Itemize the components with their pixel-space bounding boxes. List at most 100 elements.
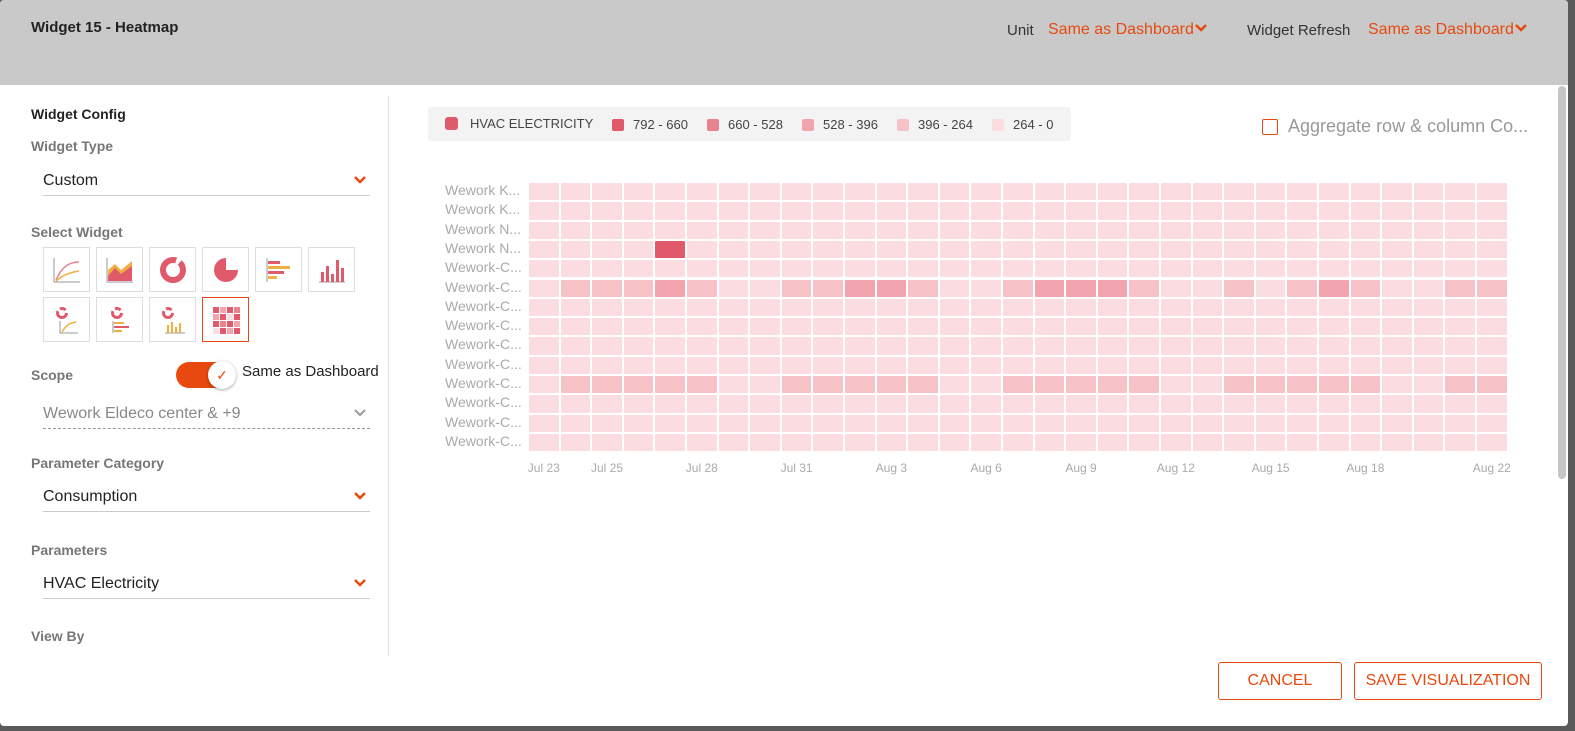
heatmap-cell[interactable]: [908, 279, 938, 297]
horizontal-bar-chart-button[interactable]: [255, 247, 302, 292]
heatmap-cell[interactable]: [1066, 395, 1096, 413]
donut-chart-button[interactable]: [149, 247, 196, 292]
heatmap-cell[interactable]: [687, 221, 717, 239]
heatmap-cell[interactable]: [592, 318, 622, 336]
heatmap-cell[interactable]: [1224, 221, 1254, 239]
heatmap-cell[interactable]: [1003, 183, 1033, 201]
heatmap-cell[interactable]: [1287, 298, 1317, 317]
heatmap-cell[interactable]: [1382, 414, 1412, 432]
heatmap-cell[interactable]: [1382, 202, 1412, 220]
heatmap-cell[interactable]: [1161, 221, 1191, 239]
unit-dropdown[interactable]: Same as Dashboard: [1048, 21, 1194, 38]
heatmap-cell[interactable]: [1192, 414, 1223, 432]
heatmap-cell[interactable]: [1382, 298, 1412, 317]
heatmap-cell[interactable]: [1161, 240, 1191, 259]
heatmap-cell[interactable]: [845, 183, 875, 201]
heatmap-cell[interactable]: [1097, 298, 1128, 317]
heatmap-cell[interactable]: [971, 376, 1001, 394]
heatmap-cell[interactable]: [1129, 376, 1159, 394]
heatmap-cell[interactable]: [1319, 395, 1349, 413]
heatmap-cell[interactable]: [1224, 414, 1254, 432]
heatmap-cell[interactable]: [718, 318, 749, 336]
save-visualization-button[interactable]: SAVE VISUALIZATION: [1354, 662, 1542, 700]
heatmap-cell[interactable]: [845, 298, 875, 317]
heatmap-cell[interactable]: [1287, 433, 1317, 452]
heatmap-cell[interactable]: [592, 240, 622, 259]
heatmap-cell[interactable]: [1034, 395, 1065, 413]
heatmap-cell[interactable]: [908, 202, 938, 220]
heatmap-cell[interactable]: [592, 376, 622, 394]
heatmap-cell[interactable]: [655, 183, 685, 201]
heatmap-cell[interactable]: [718, 240, 749, 259]
heatmap-cell[interactable]: [718, 414, 749, 432]
heatmap-cell[interactable]: [1382, 260, 1412, 278]
heatmap-cell[interactable]: [1382, 279, 1412, 297]
heatmap-cell[interactable]: [655, 433, 685, 452]
heatmap-cell[interactable]: [1003, 318, 1033, 336]
heatmap-cell[interactable]: [813, 298, 843, 317]
heatmap-cell[interactable]: [1003, 240, 1033, 259]
heatmap-cell[interactable]: [1319, 433, 1349, 452]
heatmap-cell[interactable]: [655, 202, 685, 220]
heatmap-cell[interactable]: [876, 202, 907, 220]
heatmap-cell[interactable]: [1034, 221, 1065, 239]
heatmap-button[interactable]: [202, 297, 249, 342]
heatmap-cell[interactable]: [1445, 337, 1475, 355]
heatmap-cell[interactable]: [718, 279, 749, 297]
heatmap-cell[interactable]: [560, 433, 591, 452]
heatmap-cell[interactable]: [1097, 414, 1128, 432]
heatmap-cell[interactable]: [1034, 298, 1065, 317]
heatmap-cell[interactable]: [1350, 279, 1381, 297]
heatmap-cell[interactable]: [655, 279, 685, 297]
heatmap-cell[interactable]: [781, 221, 812, 239]
heatmap-cell[interactable]: [1477, 202, 1507, 220]
heatmap-cell[interactable]: [908, 414, 938, 432]
heatmap-cell[interactable]: [1255, 337, 1286, 355]
heatmap-cell[interactable]: [1255, 356, 1286, 374]
heatmap-cell[interactable]: [971, 337, 1001, 355]
heatmap-cell[interactable]: [1003, 202, 1033, 220]
heatmap-cell[interactable]: [1477, 221, 1507, 239]
heatmap-cell[interactable]: [750, 356, 780, 374]
heatmap-cell[interactable]: [1034, 414, 1065, 432]
heatmap-cell[interactable]: [687, 433, 717, 452]
heatmap-cell[interactable]: [845, 318, 875, 336]
heatmap-cell[interactable]: [529, 395, 559, 413]
heatmap-cell[interactable]: [1066, 356, 1096, 374]
heatmap-cell[interactable]: [781, 318, 812, 336]
heatmap-cell[interactable]: [781, 279, 812, 297]
heatmap-cell[interactable]: [1413, 183, 1444, 201]
heatmap-cell[interactable]: [687, 356, 717, 374]
heatmap-cell[interactable]: [529, 356, 559, 374]
heatmap-cell[interactable]: [1287, 221, 1317, 239]
heatmap-cell[interactable]: [750, 260, 780, 278]
heatmap-cell[interactable]: [1319, 279, 1349, 297]
heatmap-cell[interactable]: [876, 318, 907, 336]
heatmap-cell[interactable]: [876, 260, 907, 278]
heatmap-cell[interactable]: [1319, 221, 1349, 239]
heatmap-cell[interactable]: [908, 240, 938, 259]
heatmap-cell[interactable]: [1382, 221, 1412, 239]
heatmap-cell[interactable]: [813, 414, 843, 432]
heatmap-cell[interactable]: [971, 279, 1001, 297]
heatmap-cell[interactable]: [1192, 298, 1223, 317]
heatmap-cell[interactable]: [971, 414, 1001, 432]
heatmap-cell[interactable]: [845, 221, 875, 239]
heatmap-cell[interactable]: [845, 433, 875, 452]
heatmap-cell[interactable]: [1445, 433, 1475, 452]
heatmap-cell[interactable]: [876, 356, 907, 374]
heatmap-cell[interactable]: [971, 433, 1001, 452]
heatmap-cell[interactable]: [1477, 318, 1507, 336]
heatmap-cell[interactable]: [1129, 298, 1159, 317]
heatmap-cell[interactable]: [1319, 376, 1349, 394]
heatmap-cell[interactable]: [750, 240, 780, 259]
heatmap-cell[interactable]: [623, 279, 654, 297]
heatmap-cell[interactable]: [529, 433, 559, 452]
heatmap-cell[interactable]: [1287, 183, 1317, 201]
scope-select[interactable]: Wework Eldeco center & +9: [43, 401, 370, 429]
heatmap-cell[interactable]: [529, 376, 559, 394]
heatmap-cell[interactable]: [1255, 414, 1286, 432]
heatmap-cell[interactable]: [1066, 414, 1096, 432]
heatmap-cell[interactable]: [1192, 279, 1223, 297]
heatmap-cell[interactable]: [1192, 183, 1223, 201]
